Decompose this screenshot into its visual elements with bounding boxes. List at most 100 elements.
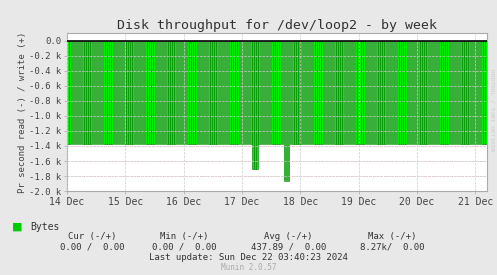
Bar bbox=[416, 40, 417, 144]
Text: Avg (-/+): Avg (-/+) bbox=[264, 232, 313, 241]
Bar bbox=[206, 40, 207, 144]
Text: Munin 2.0.57: Munin 2.0.57 bbox=[221, 263, 276, 272]
Bar bbox=[233, 40, 235, 144]
Bar bbox=[301, 40, 302, 144]
Bar bbox=[70, 40, 71, 144]
Bar bbox=[275, 40, 277, 144]
Bar bbox=[187, 40, 188, 144]
Text: RRDTOOL / TOBI OETIKER: RRDTOOL / TOBI OETIKER bbox=[490, 69, 495, 151]
Bar bbox=[231, 40, 233, 144]
Bar bbox=[454, 40, 455, 144]
Bar bbox=[433, 40, 434, 144]
Bar bbox=[456, 40, 457, 144]
Text: Bytes: Bytes bbox=[30, 222, 59, 232]
Bar bbox=[473, 40, 474, 144]
Bar bbox=[485, 40, 487, 144]
Bar bbox=[126, 40, 128, 144]
Bar bbox=[294, 40, 296, 144]
Bar bbox=[307, 40, 308, 144]
Bar bbox=[229, 40, 231, 144]
Bar bbox=[217, 40, 218, 144]
Bar bbox=[363, 40, 365, 144]
Bar bbox=[483, 40, 485, 144]
Bar bbox=[260, 40, 262, 144]
Bar bbox=[97, 40, 98, 144]
Bar bbox=[273, 40, 275, 144]
Bar bbox=[374, 40, 375, 144]
Bar bbox=[152, 40, 153, 144]
Bar bbox=[133, 40, 134, 144]
Bar bbox=[271, 40, 272, 144]
Bar bbox=[139, 40, 140, 144]
Bar bbox=[164, 40, 166, 144]
Bar bbox=[200, 40, 201, 144]
Bar bbox=[111, 40, 113, 144]
Bar bbox=[76, 40, 78, 144]
Text: Max (-/+): Max (-/+) bbox=[368, 232, 417, 241]
Bar bbox=[219, 40, 220, 144]
Bar bbox=[426, 40, 428, 144]
Title: Disk throughput for /dev/loop2 - by week: Disk throughput for /dev/loop2 - by week bbox=[117, 19, 437, 32]
Bar bbox=[248, 40, 249, 144]
Bar bbox=[95, 40, 96, 144]
Bar bbox=[326, 40, 327, 144]
Bar bbox=[90, 40, 92, 144]
Text: 0.00 /  0.00: 0.00 / 0.00 bbox=[152, 243, 216, 252]
Bar bbox=[410, 40, 411, 144]
Bar bbox=[443, 40, 445, 144]
Bar bbox=[185, 40, 186, 144]
Bar bbox=[116, 40, 117, 144]
Bar bbox=[389, 40, 390, 144]
Bar bbox=[397, 40, 399, 144]
Bar bbox=[324, 40, 325, 144]
Bar bbox=[366, 40, 367, 144]
Bar bbox=[118, 40, 119, 144]
Bar bbox=[80, 40, 82, 144]
Bar bbox=[250, 40, 251, 144]
Bar bbox=[349, 40, 350, 144]
Bar bbox=[210, 40, 212, 144]
Bar bbox=[191, 40, 193, 144]
Bar bbox=[128, 40, 130, 144]
Bar bbox=[450, 40, 451, 144]
Bar bbox=[114, 40, 115, 144]
Bar bbox=[315, 40, 317, 144]
Bar bbox=[105, 40, 107, 144]
Bar bbox=[122, 40, 123, 144]
Bar bbox=[78, 40, 80, 144]
Bar bbox=[258, 40, 260, 144]
Bar bbox=[143, 40, 145, 144]
Bar bbox=[317, 40, 319, 144]
Bar bbox=[380, 40, 382, 144]
Bar bbox=[290, 40, 291, 144]
Text: 437.89 /  0.00: 437.89 / 0.00 bbox=[250, 243, 326, 252]
Bar bbox=[130, 40, 132, 144]
Bar bbox=[479, 40, 481, 144]
Bar bbox=[399, 40, 401, 144]
Text: ■: ■ bbox=[12, 222, 23, 232]
Bar bbox=[336, 40, 337, 144]
Bar bbox=[311, 40, 313, 144]
Bar bbox=[342, 40, 344, 144]
Bar bbox=[391, 40, 392, 144]
Bar bbox=[252, 40, 253, 169]
Bar bbox=[244, 40, 246, 144]
Bar bbox=[406, 40, 407, 144]
Bar bbox=[460, 40, 462, 144]
Bar bbox=[212, 40, 214, 144]
Bar bbox=[86, 40, 88, 144]
Bar bbox=[385, 40, 386, 144]
Bar bbox=[154, 40, 155, 144]
Bar bbox=[242, 40, 243, 144]
Bar bbox=[313, 40, 315, 144]
Bar bbox=[92, 40, 94, 144]
Bar bbox=[288, 40, 289, 181]
Bar bbox=[418, 40, 419, 144]
Text: Min (-/+): Min (-/+) bbox=[160, 232, 208, 241]
Bar bbox=[408, 40, 409, 144]
Bar bbox=[202, 40, 203, 144]
Bar bbox=[282, 40, 283, 144]
Bar bbox=[284, 40, 285, 181]
Bar bbox=[435, 40, 436, 144]
Bar bbox=[382, 40, 384, 144]
